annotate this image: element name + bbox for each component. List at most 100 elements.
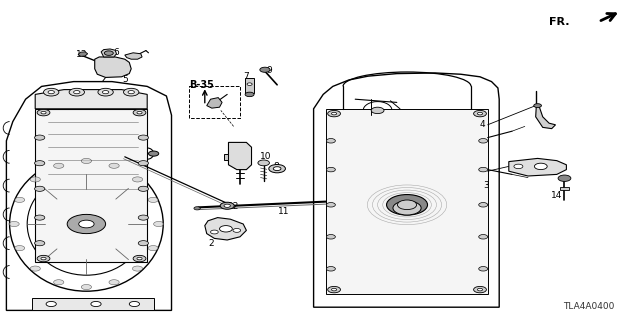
- Bar: [560, 187, 569, 190]
- Circle shape: [41, 111, 46, 114]
- Circle shape: [474, 110, 486, 117]
- Circle shape: [128, 91, 134, 94]
- Circle shape: [260, 67, 270, 72]
- Text: 8: 8: [274, 162, 279, 171]
- Circle shape: [35, 241, 45, 246]
- Text: 1: 1: [233, 162, 238, 171]
- Polygon shape: [35, 109, 147, 262]
- Circle shape: [138, 161, 148, 166]
- Circle shape: [269, 164, 285, 173]
- Circle shape: [328, 110, 340, 117]
- Circle shape: [54, 280, 64, 285]
- Text: B-35: B-35: [189, 80, 214, 90]
- Circle shape: [514, 164, 523, 169]
- Circle shape: [133, 255, 146, 262]
- Polygon shape: [205, 218, 246, 240]
- Circle shape: [69, 88, 84, 96]
- Circle shape: [129, 301, 140, 307]
- Circle shape: [74, 91, 80, 94]
- Circle shape: [91, 301, 101, 307]
- Circle shape: [477, 112, 483, 115]
- Circle shape: [326, 167, 335, 172]
- Circle shape: [104, 51, 113, 55]
- Circle shape: [479, 235, 488, 239]
- Polygon shape: [314, 73, 499, 307]
- Polygon shape: [78, 52, 88, 56]
- Circle shape: [220, 202, 234, 209]
- Circle shape: [211, 230, 218, 234]
- Polygon shape: [207, 98, 222, 108]
- Circle shape: [326, 267, 335, 271]
- Circle shape: [194, 207, 200, 210]
- Circle shape: [67, 214, 106, 234]
- Circle shape: [137, 111, 142, 114]
- Text: 4: 4: [480, 120, 486, 129]
- Circle shape: [35, 215, 45, 220]
- Circle shape: [138, 241, 148, 246]
- Polygon shape: [32, 298, 154, 310]
- Circle shape: [44, 88, 59, 96]
- Text: 5: 5: [122, 75, 127, 84]
- Circle shape: [35, 161, 45, 166]
- Circle shape: [138, 135, 148, 140]
- Bar: [189, 86, 240, 118]
- Circle shape: [326, 139, 335, 143]
- Circle shape: [15, 245, 25, 251]
- Circle shape: [332, 112, 337, 115]
- Circle shape: [46, 301, 56, 307]
- Circle shape: [98, 88, 113, 96]
- Polygon shape: [326, 109, 488, 294]
- Polygon shape: [224, 154, 228, 160]
- Circle shape: [245, 92, 254, 97]
- Circle shape: [109, 280, 119, 285]
- Circle shape: [479, 167, 488, 172]
- Circle shape: [273, 167, 281, 171]
- Polygon shape: [245, 78, 254, 93]
- Circle shape: [37, 255, 50, 262]
- Circle shape: [133, 109, 146, 116]
- Polygon shape: [228, 142, 252, 170]
- Circle shape: [479, 139, 488, 143]
- Circle shape: [247, 83, 252, 85]
- Polygon shape: [35, 90, 147, 109]
- Circle shape: [102, 91, 109, 94]
- Circle shape: [479, 267, 488, 271]
- Circle shape: [81, 284, 92, 290]
- Circle shape: [148, 197, 158, 203]
- Circle shape: [138, 215, 148, 220]
- Circle shape: [109, 163, 119, 168]
- Text: 11: 11: [278, 207, 290, 216]
- Circle shape: [148, 245, 158, 251]
- Circle shape: [332, 288, 337, 291]
- Circle shape: [48, 91, 54, 94]
- Circle shape: [387, 195, 428, 215]
- Circle shape: [132, 177, 143, 182]
- Text: 12: 12: [228, 202, 239, 211]
- Circle shape: [15, 197, 25, 203]
- Circle shape: [154, 221, 164, 227]
- Polygon shape: [95, 57, 131, 77]
- Polygon shape: [101, 49, 116, 57]
- Circle shape: [220, 226, 232, 232]
- Circle shape: [81, 158, 92, 164]
- Circle shape: [258, 160, 269, 166]
- Circle shape: [534, 163, 547, 170]
- Text: FR.: FR.: [549, 17, 570, 27]
- Circle shape: [328, 286, 340, 293]
- Circle shape: [397, 200, 417, 210]
- Polygon shape: [125, 53, 142, 59]
- Circle shape: [326, 235, 335, 239]
- Text: 3: 3: [484, 181, 489, 190]
- Text: TLA4A0400: TLA4A0400: [563, 302, 614, 311]
- Circle shape: [138, 186, 148, 191]
- Circle shape: [124, 88, 139, 96]
- Circle shape: [37, 109, 50, 116]
- Text: 9: 9: [266, 66, 271, 75]
- Circle shape: [326, 203, 335, 207]
- Polygon shape: [6, 82, 172, 310]
- Circle shape: [30, 266, 40, 271]
- Text: 7: 7: [244, 72, 249, 81]
- Circle shape: [30, 177, 40, 182]
- Circle shape: [477, 288, 483, 291]
- Circle shape: [9, 221, 19, 227]
